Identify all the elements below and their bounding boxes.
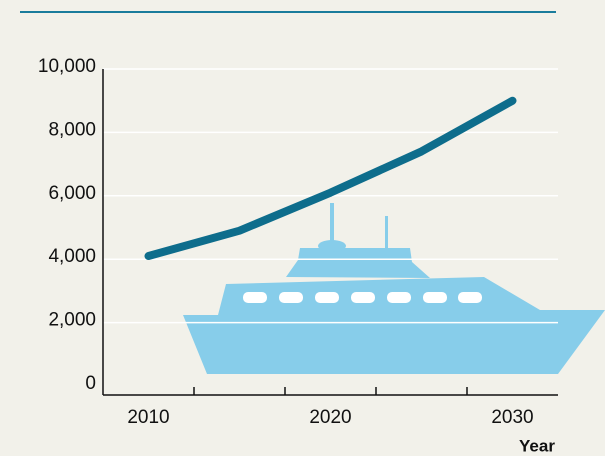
data-line — [144, 96, 517, 261]
y-tick-label: 0 — [85, 373, 96, 394]
x-axis-label: Year — [519, 436, 555, 455]
ship-illustration — [183, 203, 605, 374]
x-tick-label: 2030 — [491, 407, 533, 428]
y-tick-label: 2,000 — [48, 310, 96, 331]
y-tick-label: 10,000 — [38, 56, 96, 77]
x-tick-label: 2020 — [309, 407, 351, 428]
y-tick-label: 4,000 — [48, 246, 96, 267]
x-tick-label: 2010 — [127, 407, 169, 428]
y-tick-label: 8,000 — [48, 119, 96, 140]
y-tick-label: 6,000 — [48, 183, 96, 204]
